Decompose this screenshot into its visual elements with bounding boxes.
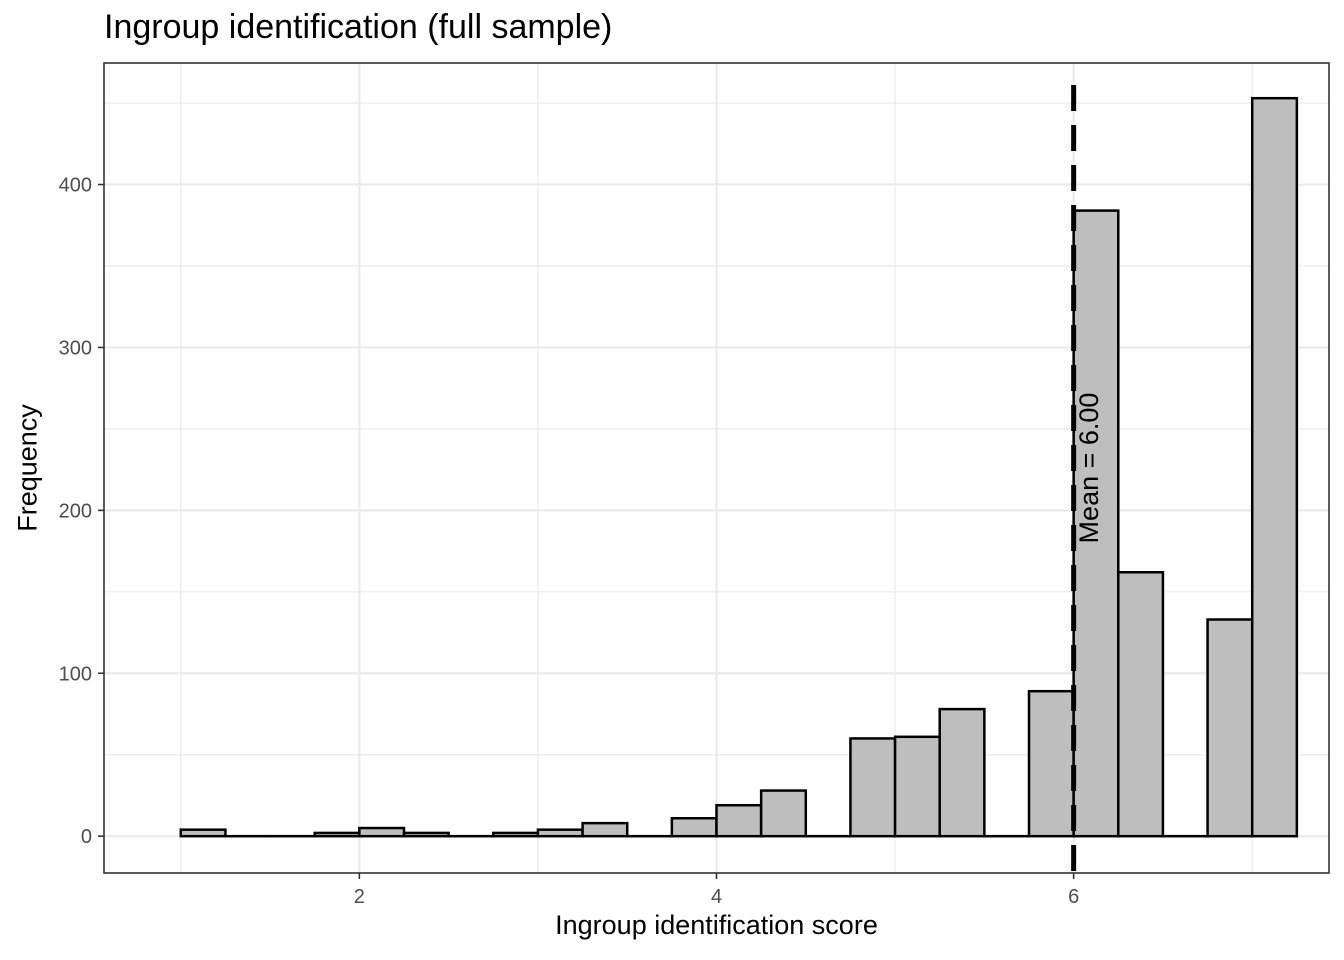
histogram-bar [938, 707, 986, 838]
histogram-bar [492, 831, 540, 838]
histogram-bar [581, 821, 629, 838]
x-tick-label: 4 [711, 886, 722, 908]
histogram-bars [179, 96, 1299, 838]
histogram-bar [1250, 96, 1299, 838]
histogram-bar [849, 737, 897, 838]
x-tick-label: 6 [1068, 886, 1079, 908]
y-tick-label: 100 [59, 663, 92, 685]
y-tick-label: 200 [59, 500, 92, 522]
y-tick-label: 400 [59, 175, 92, 197]
histogram-bar [670, 817, 718, 838]
y-tick-label: 0 [81, 826, 92, 848]
histogram-bar [1072, 209, 1120, 838]
mean-label: Mean = 6.00 [1074, 393, 1104, 544]
histogram-bar [893, 735, 941, 838]
y-tick-label: 300 [59, 337, 92, 359]
histogram-bar [1206, 618, 1254, 838]
y-axis-label: Frequency [12, 404, 43, 532]
mean-annotation: Mean = 6.00 [1071, 85, 1104, 883]
histogram-bar [402, 831, 450, 838]
histogram-bar [179, 828, 227, 838]
major-gridlines [104, 63, 1329, 873]
histogram-bar [715, 803, 763, 838]
histogram-bar [313, 831, 361, 838]
x-axis-label: Ingroup identification score [555, 910, 878, 940]
x-tick-label: 2 [354, 886, 365, 908]
x-axis: 2 4 6 [354, 873, 1079, 908]
histogram-bar [358, 826, 406, 838]
y-axis: 0 100 200 300 400 [59, 175, 104, 848]
histogram-bar [1117, 571, 1165, 838]
histogram-bar [536, 828, 584, 838]
histogram-bar [759, 789, 808, 838]
histogram-bar [1027, 689, 1075, 838]
chart-title: Ingroup identification (full sample) [104, 8, 613, 46]
